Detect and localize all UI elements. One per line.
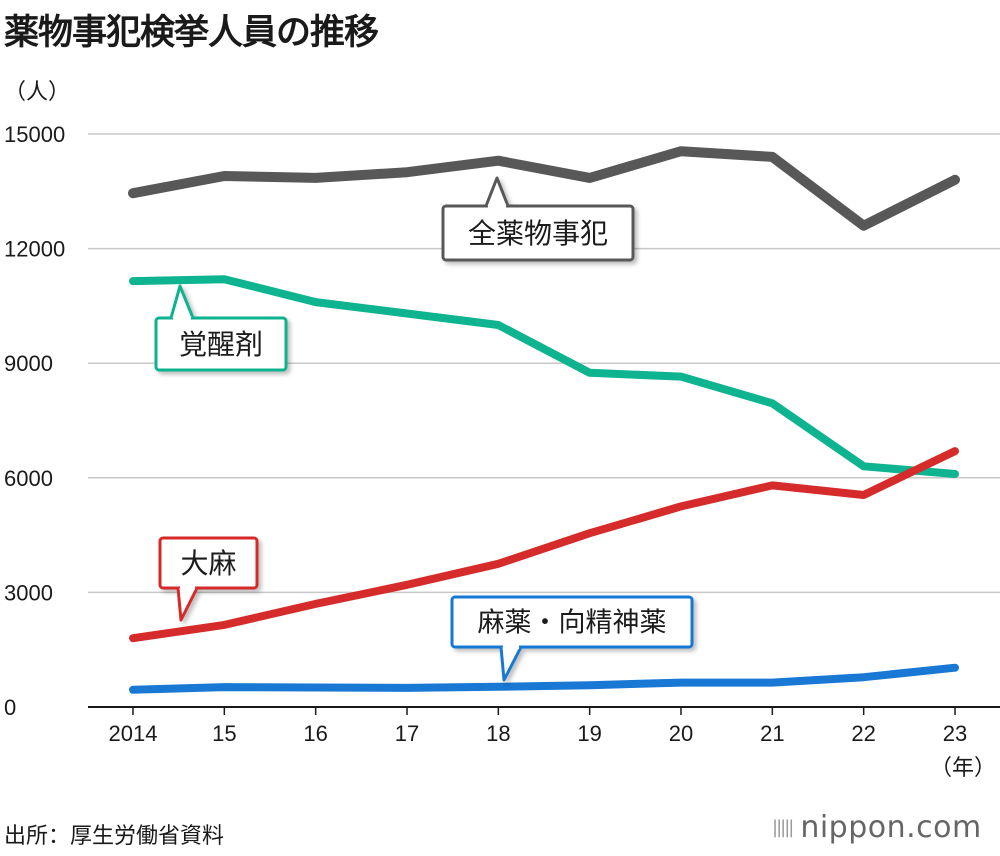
series-label-callout: 全薬物事犯 bbox=[441, 176, 635, 262]
callout-box bbox=[154, 316, 288, 372]
series-line bbox=[129, 663, 959, 694]
series-label: 麻薬・向精神薬 bbox=[478, 608, 667, 639]
y-tick-label: 12000 bbox=[4, 237, 65, 262]
y-tick-label: 3000 bbox=[4, 580, 53, 605]
gridlines bbox=[88, 133, 1000, 594]
y-tick-label: 0 bbox=[4, 695, 16, 720]
brand-name: nippon.com bbox=[800, 810, 982, 845]
series-line bbox=[129, 275, 959, 478]
x-tick-label: 21 bbox=[760, 721, 784, 746]
callout-box bbox=[441, 204, 635, 262]
x-tick-label: 20 bbox=[669, 721, 693, 746]
callout-tail bbox=[169, 284, 195, 319]
series-label-callout: 大麻 bbox=[158, 536, 259, 622]
x-tick-label: 22 bbox=[851, 721, 875, 746]
callout-tail bbox=[484, 176, 510, 207]
axes: 0 3000 6000 9000 12000 15000 2014 15 16 17 18 19 20 2… bbox=[4, 122, 1000, 781]
callout-tail bbox=[176, 587, 199, 622]
callout-box bbox=[158, 536, 259, 590]
callout-tail bbox=[499, 646, 523, 682]
x-tick-label: 2014 bbox=[109, 721, 158, 746]
series-label-callout: 覚醒剤 bbox=[154, 284, 288, 372]
series-label-callout: 麻薬・向精神薬 bbox=[450, 595, 694, 682]
brand-logo[interactable]: ||||| nippon.com bbox=[772, 810, 982, 845]
y-tick-label: 6000 bbox=[4, 466, 53, 491]
x-tick-label: 23 bbox=[943, 721, 967, 746]
x-tick-label: 18 bbox=[486, 721, 510, 746]
y-tick-label: 15000 bbox=[4, 122, 65, 147]
source-note: 出所：厚生労働省資料 bbox=[4, 824, 225, 849]
y-tick-label: 9000 bbox=[4, 351, 53, 376]
line-chart: 0 3000 6000 9000 12000 15000 2014 15 16 17 18 19 20 2… bbox=[4, 122, 1000, 781]
series-label: 大麻 bbox=[180, 547, 236, 580]
series-line bbox=[129, 447, 959, 643]
callout-box bbox=[450, 595, 694, 649]
series-lines bbox=[128, 146, 960, 694]
x-tick-label: 15 bbox=[212, 721, 236, 746]
series-line bbox=[128, 146, 960, 231]
x-tick-label: 17 bbox=[395, 721, 419, 746]
x-axis-unit-label: （年） bbox=[930, 756, 996, 781]
y-axis-unit-label: （人） bbox=[4, 80, 71, 105]
series-label: 全薬物事犯 bbox=[468, 217, 608, 250]
x-tick-label: 16 bbox=[303, 721, 327, 746]
x-tick-label: 19 bbox=[577, 721, 601, 746]
chart-title: 薬物事犯検挙人員の推移 bbox=[4, 13, 379, 53]
series-label: 覚醒剤 bbox=[179, 328, 263, 361]
brand-bars-icon: ||||| bbox=[772, 817, 794, 838]
